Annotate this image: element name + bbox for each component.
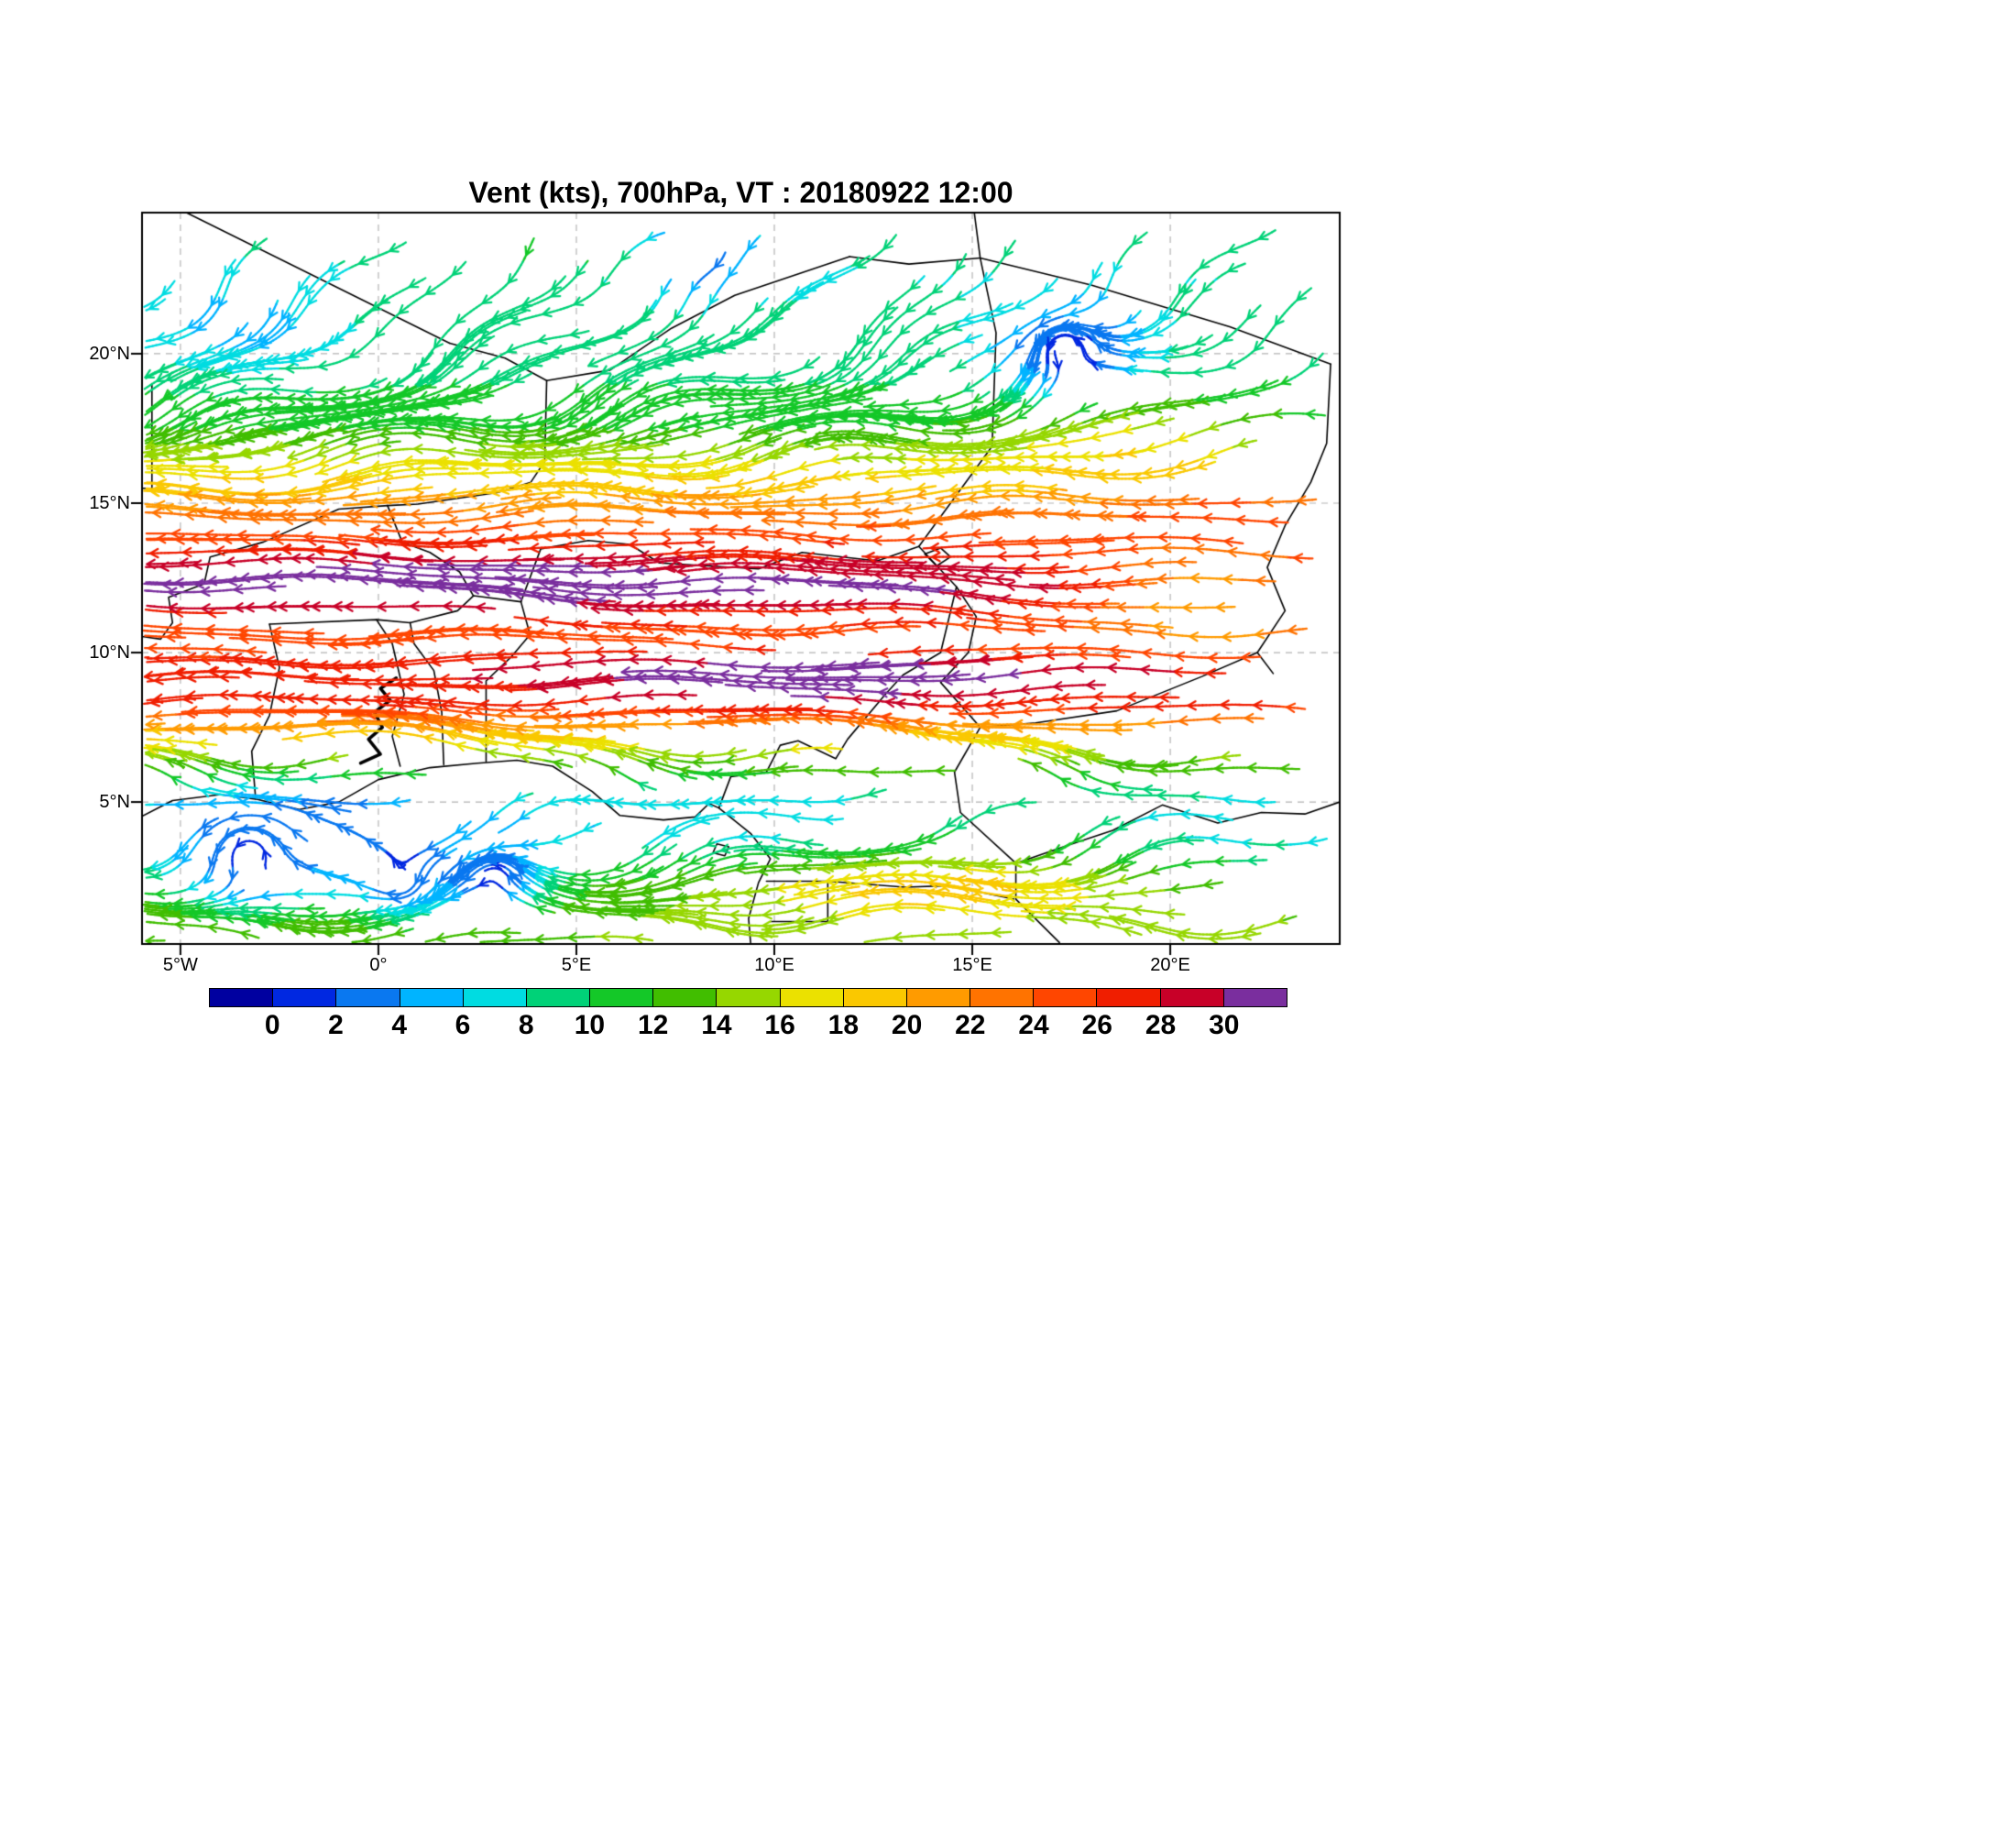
colorbar-segment-4 <box>462 988 527 1007</box>
colorbar-segment-15 <box>1159 988 1224 1007</box>
colorbar-value-8: 8 <box>518 1010 534 1040</box>
colorbar-segment-7 <box>652 988 718 1007</box>
wind-map-canvas <box>0 0 2016 1054</box>
colorbar-value-2: 2 <box>328 1010 344 1040</box>
colorbar-value-28: 28 <box>1145 1010 1177 1040</box>
x-tick-label-5: 5°E <box>561 955 592 975</box>
x-tick-label-10: 10°E <box>754 955 794 975</box>
colorbar-segment-12 <box>970 988 1035 1007</box>
colorbar-segment-2 <box>335 988 400 1007</box>
colorbar-segment-8 <box>716 988 781 1007</box>
y-tick-label-10: 10°N <box>89 642 130 664</box>
colorbar-segment-6 <box>589 988 654 1007</box>
colorbar-segment-0 <box>209 988 274 1007</box>
colorbar-segment-1 <box>272 988 337 1007</box>
colorbar-value-20: 20 <box>891 1010 923 1040</box>
colorbar-segment-9 <box>779 988 844 1007</box>
colorbar-value-14: 14 <box>701 1010 732 1040</box>
x-tick-label--5: 5°W <box>162 955 198 975</box>
colorbar-segment-16 <box>1222 988 1287 1007</box>
colorbar-segment-5 <box>525 988 591 1007</box>
colorbar-value-0: 0 <box>264 1010 280 1040</box>
x-tick-label-15: 15°E <box>952 955 992 975</box>
colorbar-value-6: 6 <box>455 1010 471 1040</box>
colorbar-labels: 0 2 4 6 8 10 12 14 16 18 20 22 24 26 28 30 <box>209 1010 1287 1048</box>
colorbar-segment-14 <box>1096 988 1161 1007</box>
colorbar-segment-10 <box>842 988 907 1007</box>
y-tick-label-5: 5°N <box>99 792 130 813</box>
colorbar-value-18: 18 <box>827 1010 860 1040</box>
colorbar <box>209 988 1287 1007</box>
colorbar-value-4: 4 <box>391 1010 408 1040</box>
colorbar-segment-11 <box>905 988 971 1007</box>
colorbar-value-10: 10 <box>574 1010 606 1040</box>
y-tick-label-20: 20°N <box>89 343 130 364</box>
colorbar-value-26: 26 <box>1081 1010 1112 1040</box>
colorbar-value-30: 30 <box>1209 1010 1240 1040</box>
colorbar-value-22: 22 <box>955 1010 986 1040</box>
colorbar-segment-3 <box>399 988 464 1007</box>
x-tick-label-20: 20°E <box>1150 955 1190 975</box>
colorbar-segment-13 <box>1033 988 1098 1007</box>
colorbar-value-16: 16 <box>764 1010 795 1040</box>
colorbar-value-12: 12 <box>637 1010 669 1040</box>
colorbar-value-24: 24 <box>1018 1010 1049 1040</box>
y-tick-label-15: 15°N <box>89 492 130 513</box>
x-tick-label-0: 0° <box>369 955 388 975</box>
